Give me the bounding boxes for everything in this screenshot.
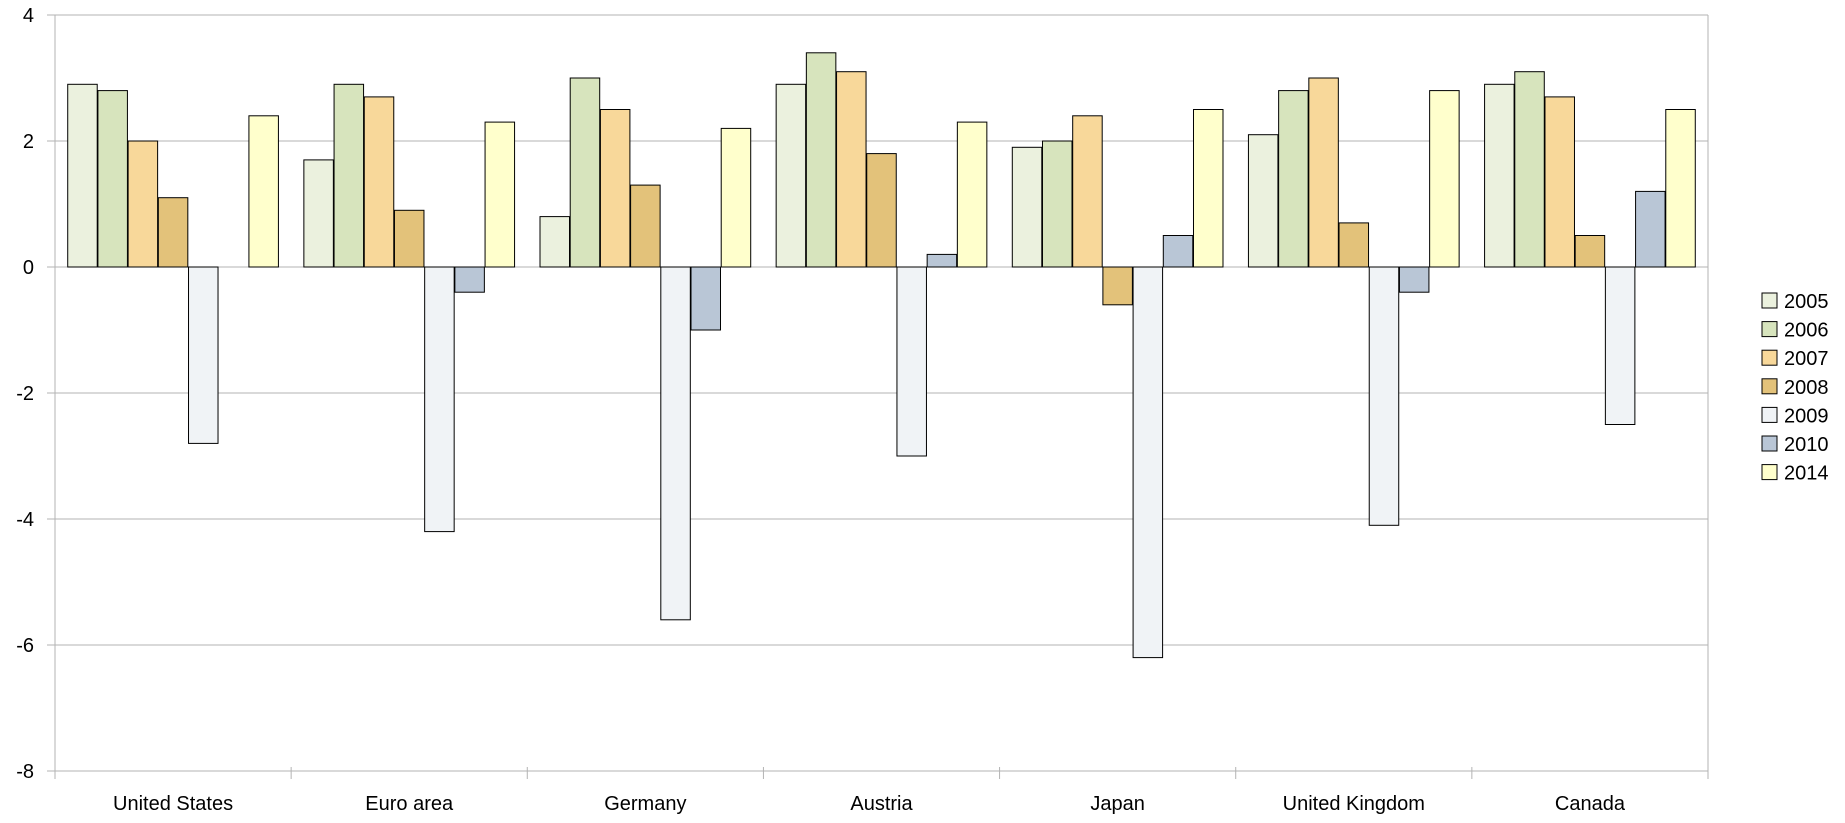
bar-2010 <box>926 253 958 268</box>
gridlines <box>55 14 1708 772</box>
bar-2006 <box>1514 71 1545 268</box>
bar-2008 <box>393 209 425 268</box>
bar-2008 <box>1574 235 1606 268</box>
bar-2006 <box>333 83 365 268</box>
bar-2009 <box>1132 266 1164 659</box>
bar-2009 <box>896 266 927 457</box>
bar-2006 <box>1041 140 1073 268</box>
bar-2014 <box>1429 90 1460 268</box>
legend: 2005 2006 2007 2008 2009 2010 2014 <box>1761 291 1829 485</box>
bar-2005 <box>1484 83 1515 268</box>
x-category-label: Germany <box>604 793 686 815</box>
y-tick-label: 4 <box>23 5 34 27</box>
bar-2010 <box>1635 190 1666 268</box>
x-category-label: Japan <box>1090 793 1145 815</box>
legend-swatch <box>1761 464 1778 481</box>
bar-2007 <box>599 109 631 268</box>
bar-2006 <box>569 77 601 268</box>
y-tick-label: -4 <box>16 509 34 531</box>
bar-2008 <box>866 153 897 268</box>
legend-swatch <box>1761 378 1778 395</box>
legend-label: 2005 <box>1784 291 1829 313</box>
bar-2009 <box>188 266 219 444</box>
bar-2014 <box>720 127 752 268</box>
legend-label: 2007 <box>1784 348 1829 370</box>
legend-swatch <box>1761 435 1778 452</box>
bar-2007 <box>836 71 867 268</box>
legend-swatch <box>1761 292 1778 309</box>
bar-2009 <box>660 266 691 621</box>
legend-label: 2010 <box>1784 434 1829 456</box>
x-category-label: United States <box>113 793 233 815</box>
bar-2007 <box>1544 96 1575 268</box>
legend-swatch <box>1761 406 1778 423</box>
y-tick-label: -6 <box>16 635 34 657</box>
x-category-label: Austria <box>850 793 913 815</box>
bar-2008 <box>157 197 189 268</box>
bar-2005 <box>1011 146 1043 268</box>
legend-swatch <box>1761 349 1778 366</box>
bar-2005 <box>539 216 571 268</box>
y-tick-label: -2 <box>16 383 34 405</box>
bar-2007 <box>1308 77 1339 268</box>
legend-label: 2014 <box>1784 463 1829 485</box>
bar-2008 <box>630 184 661 268</box>
bar-2009 <box>1604 266 1636 425</box>
x-category-label: Euro area <box>365 793 454 815</box>
bar-2007 <box>363 96 395 268</box>
bar-2007 <box>1072 115 1103 268</box>
bar-2006 <box>805 52 837 268</box>
legend-label: 2008 <box>1784 377 1829 399</box>
bar-2005 <box>303 159 334 268</box>
bar-2014 <box>248 115 279 268</box>
bar-2006 <box>1278 90 1309 268</box>
legend-swatch <box>1761 321 1778 338</box>
x-category-label: Canada <box>1555 793 1626 815</box>
bars <box>67 52 1696 659</box>
bar-2014 <box>484 121 516 268</box>
legend-label: 2006 <box>1784 320 1829 342</box>
y-tick-label: -8 <box>16 761 34 783</box>
bar-2006 <box>97 90 128 268</box>
y-tick-label: 0 <box>23 257 34 279</box>
bar-2010 <box>1162 235 1194 268</box>
bar-2007 <box>127 140 159 268</box>
bar-2008 <box>1102 266 1133 306</box>
bar-2009 <box>424 266 455 533</box>
bar-2010 <box>1398 266 1430 293</box>
bar-2005 <box>1247 134 1279 268</box>
bar-2005 <box>775 83 807 268</box>
bar-2005 <box>67 83 98 268</box>
bar-2014 <box>1665 109 1696 268</box>
bar-2010 <box>454 266 485 293</box>
bar-2014 <box>1192 109 1224 268</box>
y-tick-label: 2 <box>23 131 34 153</box>
bar-2010 <box>690 266 722 331</box>
bar-2008 <box>1338 222 1370 268</box>
legend-label: 2009 <box>1784 405 1829 427</box>
x-category-label: United Kingdom <box>1283 793 1425 815</box>
bar-2014 <box>956 121 988 268</box>
axes: 4 2 0 -2 -4 -6 -8 United States Euro area Germany… <box>16 5 1709 815</box>
bar-2009 <box>1368 266 1400 526</box>
